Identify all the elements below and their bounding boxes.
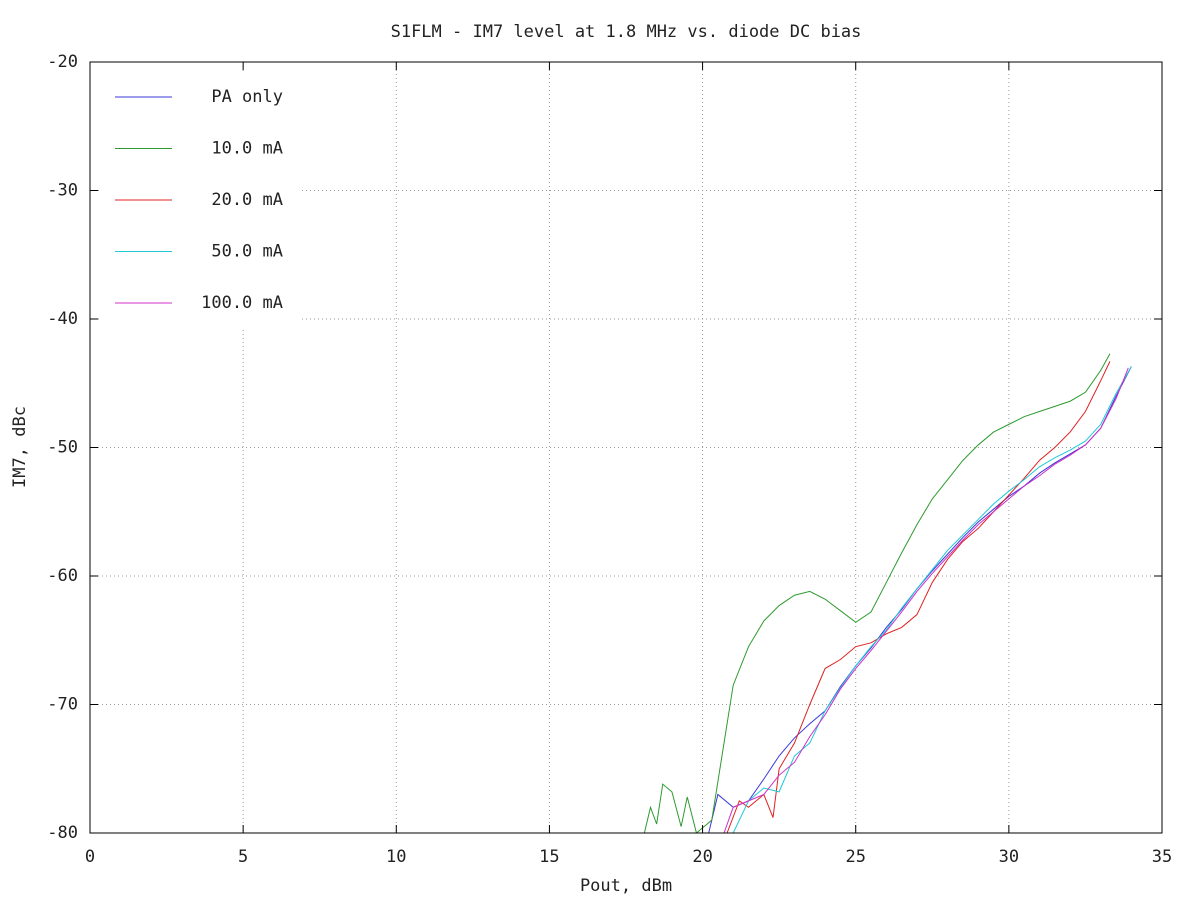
x-tick-label: 10: [386, 847, 406, 867]
x-tick-label: 15: [539, 847, 559, 867]
x-tick-label: 5: [238, 847, 248, 867]
y-tick-label: -20: [47, 52, 78, 72]
series-line: [723, 367, 1129, 833]
x-tick-label: 20: [692, 847, 712, 867]
series-line: [732, 366, 1132, 833]
y-tick-label: -30: [47, 181, 78, 201]
x-tick-label: 0: [85, 847, 95, 867]
plot-lines: [643, 353, 1132, 833]
x-axis-label: Pout, dBm: [580, 876, 672, 896]
x-tick-label: 25: [845, 847, 865, 867]
y-tick-label: -60: [47, 566, 78, 586]
legend-label: 10.0 mA: [211, 139, 283, 159]
x-tick-label: 30: [999, 847, 1019, 867]
legend: PA only 10.0 mA 20.0 mA 50.0 mA 100.0 mA: [115, 87, 283, 313]
y-tick-label: -50: [47, 438, 78, 458]
y-tick-label: -40: [47, 309, 78, 329]
y-tick-label: -70: [47, 695, 78, 715]
series-line: [726, 361, 1111, 833]
series-line: [643, 353, 1111, 833]
legend-label: 20.0 mA: [211, 190, 283, 210]
series-line: [708, 366, 1132, 833]
y-tick-label: -80: [47, 823, 78, 843]
x-tick-label: 35: [1152, 847, 1172, 867]
y-axis-label: IM7, dBc: [10, 406, 30, 488]
legend-label: 100.0 mA: [201, 293, 283, 313]
legend-label: PA only: [211, 87, 283, 107]
legend-label: 50.0 mA: [211, 242, 283, 262]
chart-title: S1FLM - IM7 level at 1.8 MHz vs. diode D…: [391, 22, 862, 42]
